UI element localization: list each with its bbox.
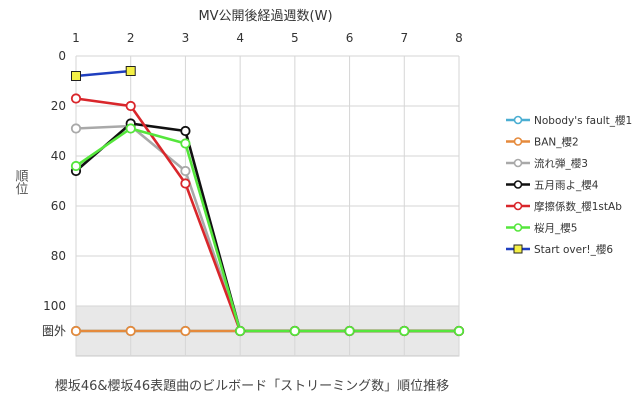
x-tick-label: 6 — [346, 31, 354, 45]
legend-label: 桜月_櫻5 — [534, 222, 577, 235]
y-tick-label: 100 — [43, 299, 66, 313]
data-point — [180, 138, 191, 149]
data-point — [180, 165, 191, 177]
series-line-6 — [75, 127, 459, 333]
data-point — [125, 66, 136, 76]
data-point — [180, 178, 191, 189]
data-point — [125, 100, 136, 112]
data-point — [125, 123, 136, 134]
y-axis-title: 順位 — [13, 169, 29, 195]
data-point — [344, 325, 355, 337]
x-tick-label: 4 — [236, 31, 244, 45]
legend-label: 五月雨よ_櫻4 — [534, 179, 599, 192]
legend-marker — [513, 137, 523, 146]
y-tick-label: 80 — [51, 249, 66, 263]
y-tick-label: 圏外 — [42, 324, 66, 338]
x-tick-label: 7 — [400, 31, 408, 45]
series-line-5 — [75, 97, 459, 333]
x-tick-label: 1 — [72, 31, 80, 45]
data-point — [125, 325, 136, 337]
data-point — [70, 93, 82, 104]
data-point — [70, 325, 82, 337]
data-point — [453, 325, 465, 337]
chart-title: 櫻坂46&櫻坂46表題曲のビルボード「ストリーミング数」順位推移 — [55, 379, 449, 394]
legend-marker — [513, 158, 523, 168]
data-point — [235, 325, 246, 337]
y-tick-label: 20 — [51, 99, 66, 113]
legend-label: Nobody's fault_櫻1 — [534, 114, 632, 127]
legend-label: 流れ弾_櫻3 — [534, 157, 588, 170]
x-tick-label: 8 — [455, 31, 463, 45]
series-line-7 — [75, 69, 131, 78]
top-axis-title: MV公開後経過週数(W) — [198, 9, 332, 24]
x-tick-label: 2 — [127, 31, 135, 45]
legend-marker — [513, 201, 523, 211]
x-tick-label: 5 — [291, 31, 299, 45]
legend-label: BAN_櫻2 — [534, 136, 579, 149]
legend-marker — [513, 223, 523, 232]
data-point — [71, 71, 81, 81]
data-point — [180, 125, 191, 137]
series-line-4 — [75, 122, 459, 333]
data-point — [289, 325, 300, 337]
x-tick-label: 3 — [182, 31, 190, 45]
legend-label: 摩擦係数_櫻1stAb — [534, 200, 622, 213]
y-tick-label: 0 — [58, 49, 66, 63]
legend-marker — [513, 180, 523, 189]
legend-label: Start over!_櫻6 — [534, 243, 613, 256]
y-tick-label: 60 — [51, 199, 66, 213]
data-point — [180, 325, 191, 337]
legend-marker — [513, 115, 523, 125]
data-point — [70, 160, 82, 172]
data-point — [399, 325, 410, 337]
y-tick-label: 40 — [51, 149, 66, 163]
series-line-3 — [75, 124, 459, 333]
data-point — [70, 123, 82, 134]
legend-marker — [513, 244, 523, 254]
